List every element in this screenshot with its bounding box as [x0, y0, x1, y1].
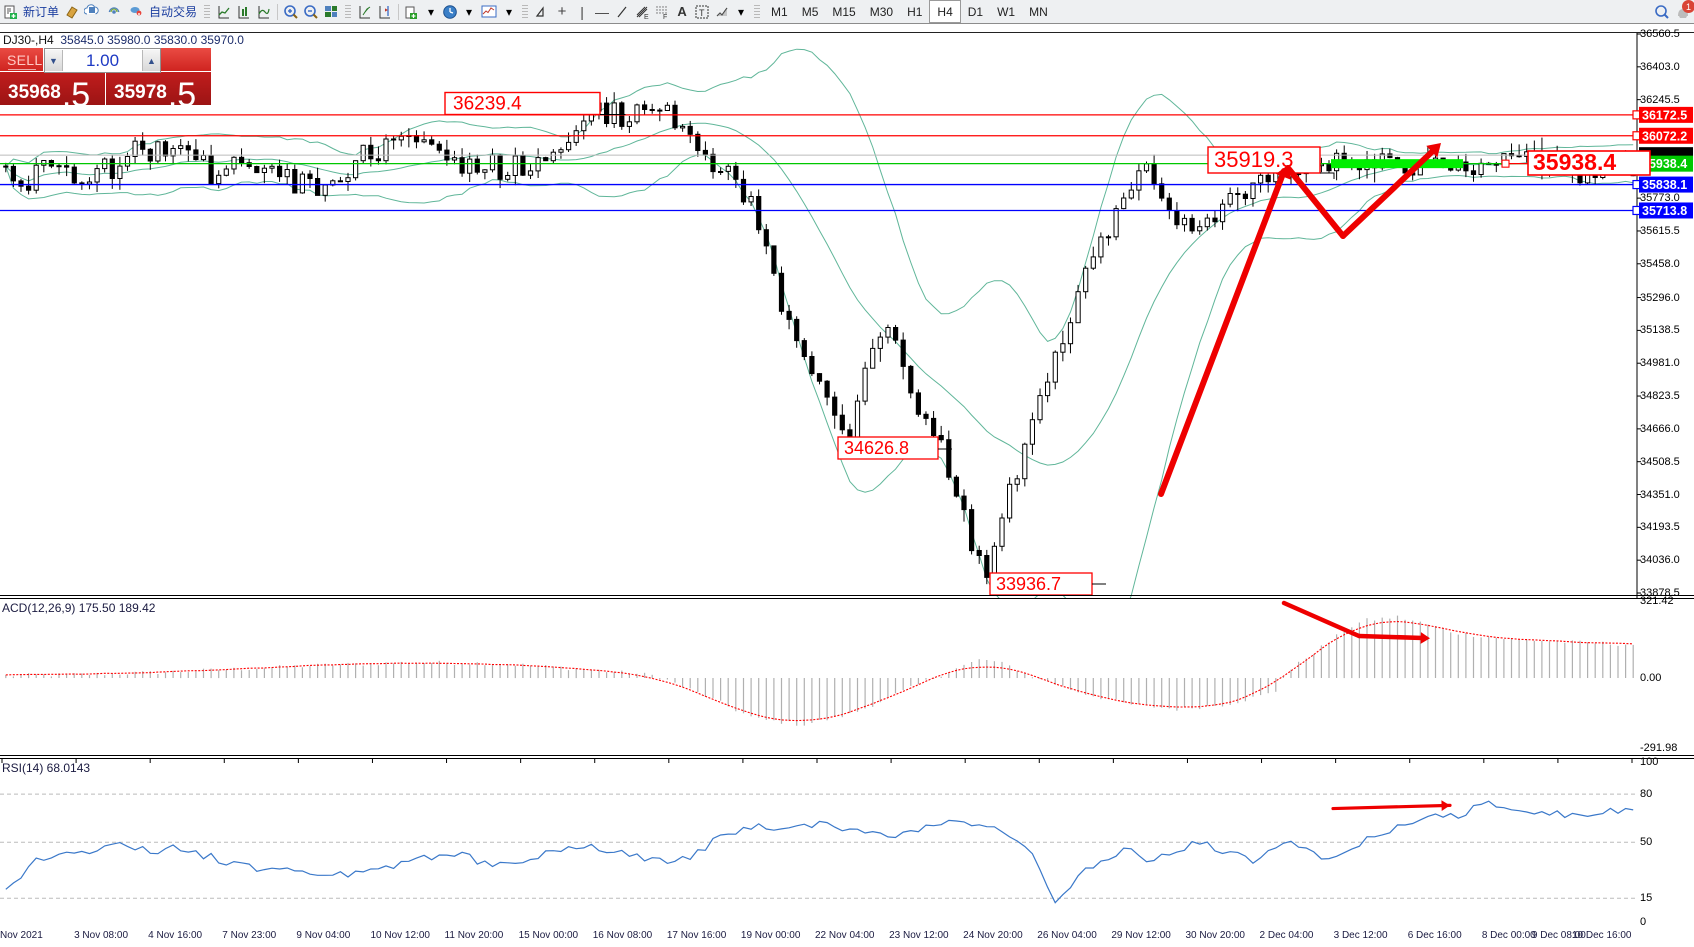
- svg-text:36239.4: 36239.4: [453, 94, 522, 115]
- svg-text:35919.3: 35919.3: [1214, 147, 1294, 172]
- svg-text:33936.7: 33936.7: [996, 574, 1061, 594]
- svg-text:35938.4: 35938.4: [1533, 149, 1616, 175]
- svg-text:35713.8: 35713.8: [1642, 204, 1687, 218]
- svg-text:36072.2: 36072.2: [1642, 129, 1687, 143]
- svg-text:34626.8: 34626.8: [844, 438, 909, 458]
- svg-text:T: T: [699, 8, 705, 18]
- svg-text:35838.1: 35838.1: [1642, 178, 1687, 192]
- svg-text:36172.5: 36172.5: [1642, 108, 1687, 122]
- svg-text:E: E: [644, 14, 649, 20]
- svg-text:F: F: [663, 14, 667, 20]
